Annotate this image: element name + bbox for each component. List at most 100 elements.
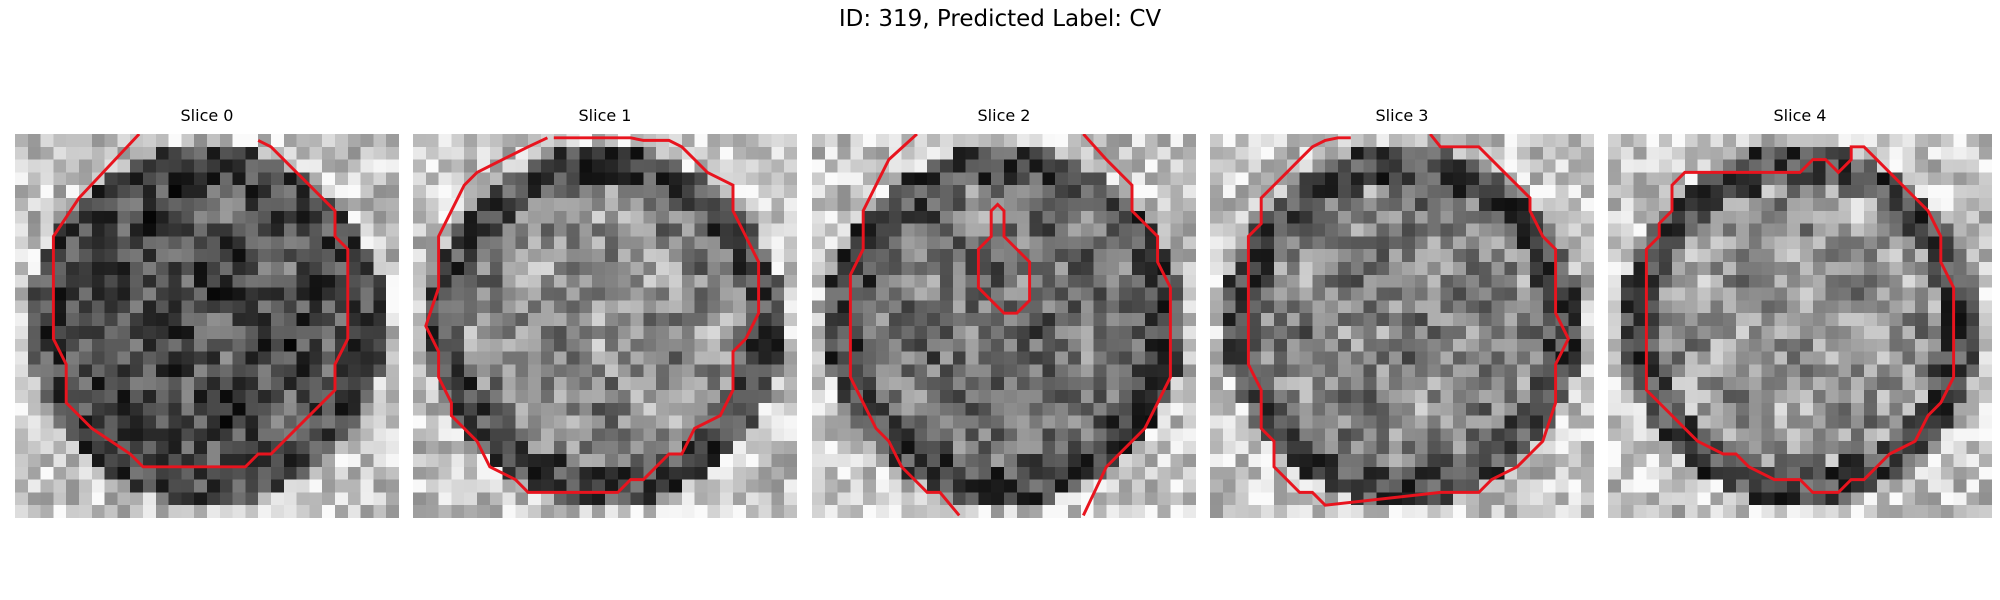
slice-image — [413, 134, 797, 518]
pixel — [707, 402, 721, 416]
pixel — [1440, 313, 1454, 327]
pixel — [1825, 428, 1839, 442]
pixel — [1736, 492, 1750, 506]
pixel — [1042, 505, 1056, 518]
pixel — [1106, 274, 1120, 288]
pixel — [1106, 338, 1120, 352]
pixel — [104, 364, 118, 378]
pixel — [720, 441, 734, 455]
pixel — [1761, 364, 1775, 378]
pixel — [1453, 326, 1467, 340]
pixel — [347, 454, 361, 468]
pixel — [771, 441, 785, 455]
pixel — [1338, 274, 1352, 288]
pixel — [15, 223, 29, 237]
pixel — [1491, 364, 1505, 378]
pixel — [1466, 377, 1480, 391]
pixel — [1170, 172, 1184, 186]
pixel — [1633, 454, 1647, 468]
pixel — [477, 492, 491, 506]
pixel — [1542, 146, 1556, 160]
pixel — [863, 210, 877, 224]
pixel — [322, 338, 336, 352]
pixel — [1144, 338, 1158, 352]
pixel — [850, 236, 864, 250]
pixel — [888, 236, 902, 250]
pixel — [1402, 326, 1416, 340]
pixel — [502, 223, 516, 237]
pixel — [1800, 441, 1814, 455]
pixel — [1170, 326, 1184, 340]
pixel — [130, 351, 144, 365]
pixel — [386, 300, 399, 314]
pixel — [296, 338, 310, 352]
pixel — [1723, 454, 1737, 468]
pixel — [1440, 454, 1454, 468]
pixel — [425, 415, 439, 429]
pixel — [1402, 313, 1416, 327]
pixel — [79, 402, 93, 416]
pixel — [1170, 492, 1184, 506]
pixel — [232, 402, 246, 416]
pixel — [53, 236, 67, 250]
pixel — [1363, 236, 1377, 250]
pixel — [784, 300, 797, 314]
pixel — [489, 134, 503, 148]
pixel — [694, 505, 708, 518]
pixel — [283, 390, 297, 404]
pixel — [1928, 390, 1942, 404]
pixel — [1825, 326, 1839, 340]
pixel — [1555, 505, 1569, 518]
pixel — [824, 402, 838, 416]
pixel — [1697, 428, 1711, 442]
pixel — [837, 249, 851, 263]
pixel — [733, 236, 747, 250]
pixel — [296, 492, 310, 506]
pixel — [1478, 134, 1492, 148]
pixel — [1864, 249, 1878, 263]
pixel — [1748, 454, 1762, 468]
pixel — [477, 377, 491, 391]
pixel — [1608, 326, 1622, 340]
pixel — [1697, 466, 1711, 480]
pixel — [1864, 326, 1878, 340]
pixel — [1210, 210, 1224, 224]
pixel — [1402, 185, 1416, 199]
pixel — [566, 198, 580, 212]
pixel-grid — [1608, 134, 1992, 518]
pixel — [720, 338, 734, 352]
pixel — [79, 479, 93, 493]
pixel — [1555, 466, 1569, 480]
pixel — [940, 134, 954, 148]
pixel — [1851, 134, 1865, 148]
pixel — [1261, 415, 1275, 429]
pixel — [643, 313, 657, 327]
pixel — [1286, 454, 1300, 468]
pixel — [1966, 185, 1980, 199]
pixel — [66, 415, 80, 429]
pixel — [1042, 198, 1056, 212]
pixel — [965, 466, 979, 480]
pixel — [1979, 172, 1992, 186]
pixel — [194, 454, 208, 468]
pixel — [194, 466, 208, 480]
pixel — [155, 210, 169, 224]
pixel — [1800, 223, 1814, 237]
pixel — [1338, 134, 1352, 148]
pixel — [965, 402, 979, 416]
pixel — [1363, 390, 1377, 404]
pixel — [978, 159, 992, 173]
pixel — [1261, 313, 1275, 327]
pixel — [1068, 466, 1082, 480]
pixel — [502, 249, 516, 263]
pixel — [425, 390, 439, 404]
pixel — [1787, 326, 1801, 340]
pixel — [681, 300, 695, 314]
pixel — [1633, 236, 1647, 250]
pixel — [104, 313, 118, 327]
pixel — [1235, 274, 1249, 288]
pixel — [1210, 479, 1224, 493]
pixel — [1402, 172, 1416, 186]
pixel — [1953, 236, 1967, 250]
pixel — [1274, 159, 1288, 173]
